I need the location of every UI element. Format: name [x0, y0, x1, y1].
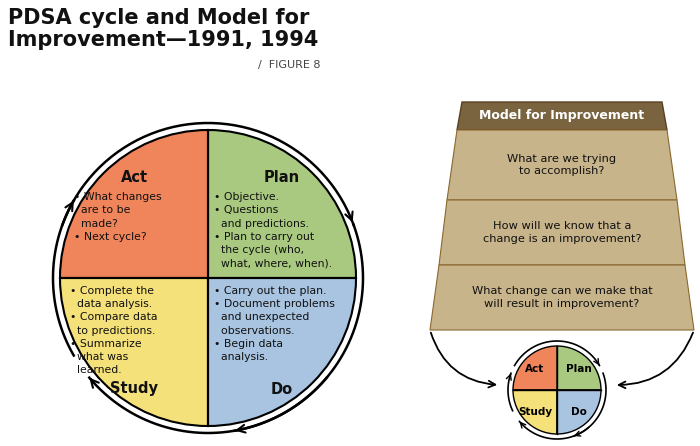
- Wedge shape: [557, 390, 601, 434]
- Polygon shape: [447, 130, 677, 200]
- Polygon shape: [430, 265, 694, 330]
- Text: What are we trying
to accomplish?: What are we trying to accomplish?: [508, 153, 617, 177]
- Text: Plan: Plan: [566, 364, 592, 374]
- Text: /  FIGURE 8: / FIGURE 8: [258, 60, 321, 70]
- Wedge shape: [557, 346, 601, 390]
- Text: Act: Act: [526, 364, 545, 374]
- Text: Study: Study: [518, 407, 552, 417]
- Text: Act: Act: [120, 170, 148, 185]
- Wedge shape: [60, 278, 208, 426]
- Text: Do: Do: [271, 381, 293, 396]
- Text: Plan: Plan: [264, 170, 300, 185]
- Polygon shape: [457, 102, 667, 130]
- Text: • Objective.
• Questions
  and predictions.
• Plan to carry out
  the cycle (who: • Objective. • Questions and predictions…: [214, 192, 332, 268]
- Text: Do: Do: [571, 407, 587, 417]
- Wedge shape: [513, 346, 557, 390]
- Wedge shape: [208, 278, 356, 426]
- Wedge shape: [208, 130, 356, 278]
- Text: How will we know that a
change is an improvement?: How will we know that a change is an imp…: [483, 221, 641, 244]
- Text: • Carry out the plan.
• Document problems
  and unexpected
  observations.
• Beg: • Carry out the plan. • Document problem…: [214, 286, 335, 362]
- Text: • What changes
  are to be
  made?
• Next cycle?: • What changes are to be made? • Next cy…: [74, 192, 162, 242]
- Text: What change can we make that
will result in improvement?: What change can we make that will result…: [472, 286, 652, 309]
- Text: Model for Improvement: Model for Improvement: [480, 110, 645, 123]
- Text: PDSA cycle and Model for
Improvement—1991, 1994: PDSA cycle and Model for Improvement—199…: [8, 8, 318, 50]
- Wedge shape: [513, 390, 557, 434]
- Polygon shape: [439, 200, 685, 265]
- Wedge shape: [60, 130, 208, 278]
- Text: • Complete the
  data analysis.
• Compare data
  to predictions.
• Summarize
  w: • Complete the data analysis. • Compare …: [70, 286, 158, 375]
- Text: Study: Study: [110, 381, 158, 396]
